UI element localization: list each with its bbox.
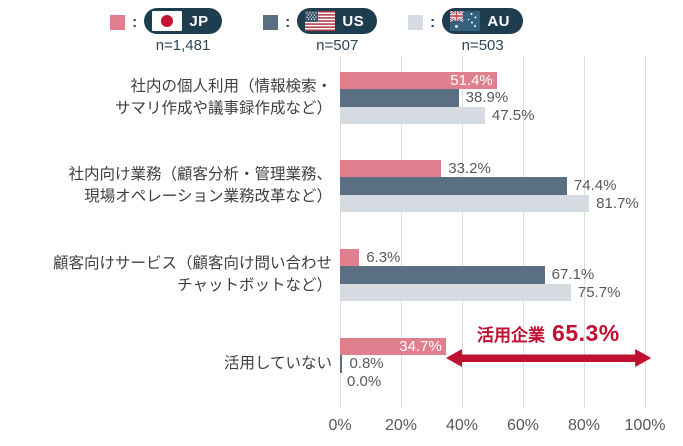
bar-row-jp-3: 34.7%: [340, 338, 645, 356]
legend-pill-us: US: [297, 8, 378, 34]
legend-pill-column-us: US n=507: [297, 8, 378, 54]
bar-jp-3: [340, 338, 446, 356]
legend-pill-au: AU: [442, 8, 523, 34]
legend-colon: :: [132, 14, 138, 31]
annotation-label: 活用企業: [477, 326, 546, 345]
gridline: [523, 56, 524, 408]
bar-row-au-2: 75.7%: [340, 283, 645, 301]
us-flag-icon: [305, 11, 336, 31]
bar-jp-2: [340, 249, 360, 267]
legend-pill-column-jp: JP n=1,481: [144, 8, 222, 54]
x-tick-label: 100%: [624, 417, 666, 434]
value-label-jp-1: 33.2%: [448, 160, 491, 178]
bar-au-0: [340, 106, 485, 124]
legend-swatch-us: [263, 15, 278, 30]
jp-flag-icon: [152, 11, 183, 31]
legend-swatch-jp: [110, 15, 125, 30]
annotation: 活用企業 65.3%: [445, 320, 651, 368]
legend-n-us: n=507: [316, 37, 359, 54]
value-label-au-2: 75.7%: [577, 283, 621, 301]
gridline: [401, 56, 402, 408]
bar-us-1: [340, 177, 567, 195]
legend-colon: :: [430, 14, 436, 31]
value-label-us-0: 38.9%: [465, 89, 509, 107]
legend-code-us: US: [342, 12, 365, 30]
category-label-2: 顧客向けサービス（顧客向け問い合わせ チャットボットなど）: [52, 254, 332, 294]
legend-item-au: :: [408, 8, 523, 54]
bar-au-2: [340, 283, 571, 301]
legend-n-au: n=503: [461, 37, 504, 54]
gridline: [645, 56, 646, 408]
bar-row-us-2: 67.1%: [340, 266, 645, 284]
value-label-jp-2: 6.3%: [366, 249, 401, 267]
bar-au-1: [340, 194, 590, 212]
x-tick-label: 0%: [328, 417, 352, 434]
bar-row-jp-2: 6.3%: [340, 249, 645, 267]
x-tick-label: 80%: [567, 417, 601, 434]
category-label-1: 社内向け業務（顧客分析・管理業務、 現場オペレーション業務改革など）: [68, 165, 332, 205]
gridline: [584, 56, 585, 408]
bar-row-jp-1: 33.2%: [340, 160, 645, 178]
x-tick-label: 60%: [506, 417, 540, 434]
value-label-jp-0: 51.4%: [450, 72, 493, 90]
category-label-0: 社内の個人利用（情報検索・ サマリ作成や議事録作成など）: [114, 77, 332, 117]
category-label-3: 活用していない: [223, 354, 332, 372]
bar-us-2: [340, 266, 545, 284]
value-label-us-2: 67.1%: [551, 266, 595, 284]
legend-swatch-au: [408, 15, 423, 30]
bar-jp-1: [340, 160, 442, 178]
legend-code-au: AU: [487, 12, 510, 30]
bar-row-us-1: 74.4%: [340, 177, 645, 195]
bar-row-us-3: 0.8%: [340, 355, 645, 373]
x-tick-label: 40%: [445, 417, 479, 434]
value-label-au-0: 47.5%: [491, 106, 535, 124]
bar-row-au-3: 0.0%: [340, 373, 645, 390]
x-tick-label: 20%: [384, 417, 418, 434]
bar-row-us-0: 38.9%: [340, 89, 645, 107]
bar-us-0: [340, 89, 459, 107]
annotation-value: 65.3%: [552, 320, 620, 346]
bar-row-au-1: 81.7%: [340, 194, 645, 212]
bar-row-jp-0: 51.4%: [340, 72, 645, 90]
legend-code-jp: JP: [189, 12, 209, 30]
legend-pill-column-au: AU n=503: [442, 8, 523, 54]
bar-row-au-0: 47.5%: [340, 106, 645, 124]
au-flag-icon: [450, 11, 481, 31]
bar-us-3: [340, 355, 343, 373]
plot-area: 51.4% 38.9% 47.5% 33.2% 74.4% 81.7% 6.3% 67.1% 7…: [340, 56, 646, 408]
value-label-us-3: 0.8%: [349, 355, 384, 373]
legend-pill-jp: JP: [144, 8, 222, 34]
value-label-jp-3: 34.7%: [399, 338, 442, 356]
legend-item-us: :: [263, 8, 378, 54]
annotation-text: 活用企業 65.3%: [446, 320, 651, 347]
legend-item-jp: : JP n=1,481: [110, 8, 222, 54]
legend-colon: :: [285, 14, 291, 31]
double-arrow-icon: [445, 349, 651, 367]
legend-n-jp: n=1,481: [155, 37, 211, 54]
bar-jp-0: [340, 72, 497, 90]
gridline: [462, 56, 463, 408]
value-label-au-3: 0.0%: [347, 372, 382, 390]
gridline: [340, 56, 341, 408]
value-label-au-1: 81.7%: [596, 194, 639, 212]
value-label-us-1: 74.4%: [573, 177, 617, 195]
